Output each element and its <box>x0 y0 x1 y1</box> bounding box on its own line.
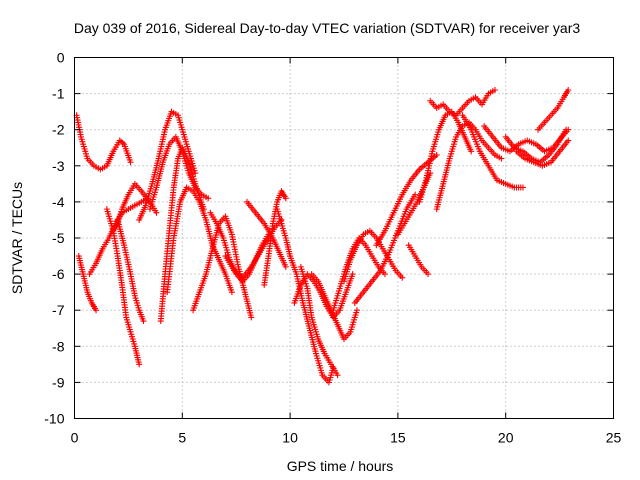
data-track <box>297 263 341 379</box>
plus-marks <box>513 137 572 169</box>
y-axis-title: SDTVAR / TECUs <box>9 182 25 294</box>
data-track <box>157 144 207 325</box>
data-track <box>351 191 419 306</box>
plus-marks <box>351 191 419 306</box>
plus-marks <box>261 188 289 288</box>
plus-marks <box>535 86 572 133</box>
x-tick-labels: 0 5 10 15 20 25 <box>71 430 622 446</box>
y-tick-label: -2 <box>52 122 65 138</box>
plus-marks <box>287 253 337 386</box>
plus-marks <box>433 119 505 213</box>
y-tick-label: -8 <box>52 338 65 354</box>
axis-ticks <box>74 57 614 419</box>
x-tick-label: 5 <box>178 430 186 446</box>
y-tick-label: -5 <box>52 230 65 246</box>
data-track <box>73 112 134 173</box>
plus-marks <box>114 216 147 325</box>
data-track <box>222 216 285 281</box>
plus-marks <box>103 206 143 368</box>
data-track <box>287 253 337 386</box>
x-tick-label: 10 <box>282 430 298 446</box>
y-tick-label: 0 <box>57 50 65 66</box>
y-tick-label: -4 <box>52 194 65 210</box>
chart-title: Day 039 of 2016, Sidereal Day-to-day VTE… <box>74 20 580 36</box>
plus-marks <box>157 144 207 325</box>
x-tick-label: 20 <box>498 430 514 446</box>
plus-marks <box>373 151 440 249</box>
data-track <box>481 123 572 155</box>
y-tick-label: -10 <box>44 411 64 427</box>
data-track <box>75 253 100 314</box>
data-track <box>373 151 440 249</box>
plus-marks <box>481 123 572 155</box>
x-axis-title: GPS time / hours <box>287 458 394 474</box>
x-tick-label: 0 <box>71 430 79 446</box>
plus-marks <box>274 206 294 260</box>
plus-marks <box>297 263 341 379</box>
data-marks <box>73 86 572 386</box>
x-tick-label: 25 <box>606 430 622 446</box>
plus-marks <box>75 253 100 314</box>
y-tick-labels: 0 -1 -2 -3 -4 -5 -6 -7 -8 -9 -10 <box>44 50 64 427</box>
plus-marks <box>308 271 360 343</box>
data-track <box>308 271 360 343</box>
data-track <box>513 137 572 169</box>
plus-marks <box>427 86 498 119</box>
y-tick-label: -1 <box>52 86 65 102</box>
plus-marks <box>459 112 526 191</box>
plus-marks <box>405 242 432 278</box>
plus-marks <box>73 112 134 173</box>
plus-marks <box>222 216 285 281</box>
data-track <box>405 242 432 278</box>
data-track <box>459 112 526 191</box>
plus-marks <box>136 108 199 223</box>
data-track <box>274 206 294 260</box>
y-tick-label: -7 <box>52 302 65 318</box>
x-tick-label: 15 <box>390 430 406 446</box>
grid <box>74 57 614 419</box>
data-track <box>261 188 289 288</box>
y-tick-label: -3 <box>52 158 65 174</box>
data-track <box>103 206 143 368</box>
data-track <box>114 216 147 325</box>
data-track <box>427 86 498 119</box>
data-track <box>136 108 199 223</box>
data-track <box>535 86 572 133</box>
data-track <box>433 119 505 213</box>
y-tick-label: -6 <box>52 266 65 282</box>
y-tick-label: -9 <box>52 374 65 390</box>
